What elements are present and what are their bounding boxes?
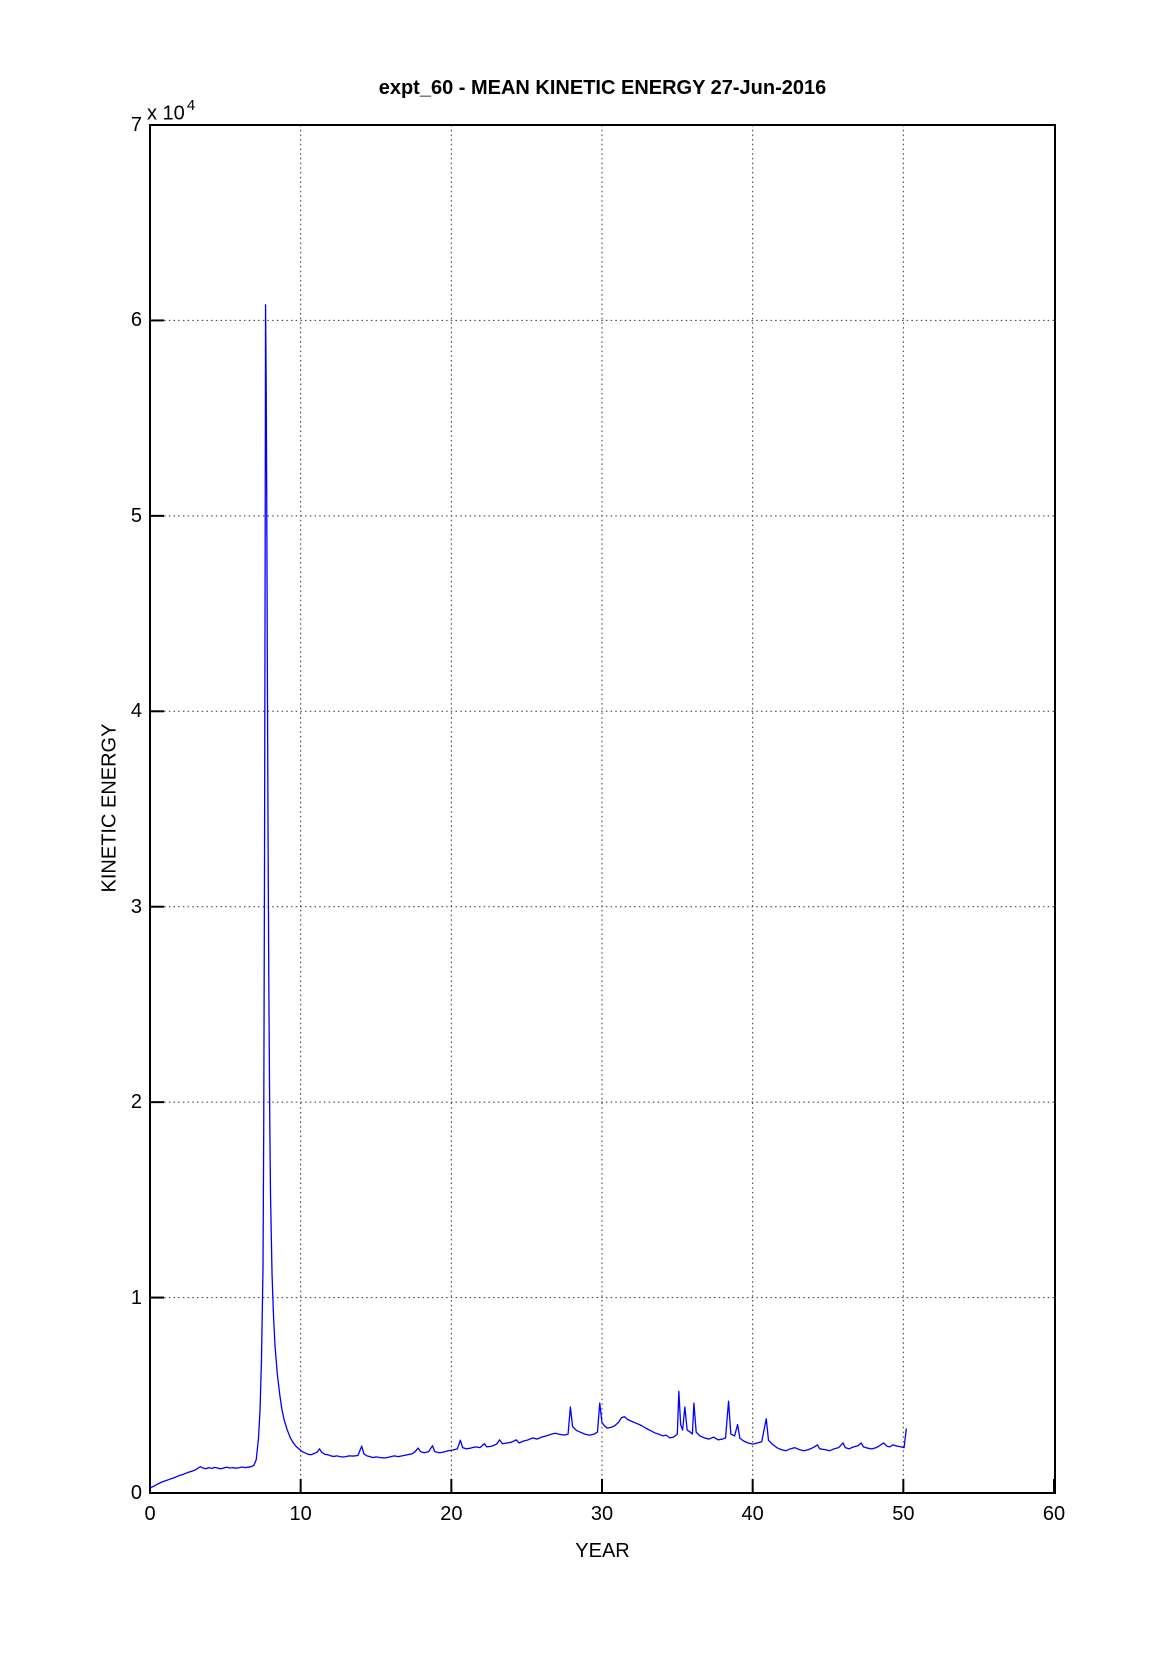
x-tick-label: 40 [741, 1503, 764, 1525]
x-tick-label: 30 [590, 1503, 614, 1525]
y-tick-label: 1 [130, 1286, 142, 1309]
gridlines [150, 125, 1054, 1493]
x-tick-label: 20 [440, 1503, 463, 1525]
x-tick-label: 50 [892, 1503, 915, 1525]
y-axis-label: KINETIC ENERGY [98, 723, 121, 893]
y-tick-label: 0 [130, 1482, 142, 1504]
axis-ticks [149, 124, 1055, 1494]
y-tick-label: 5 [130, 504, 142, 527]
y-tick-label: 7 [130, 114, 142, 136]
x-tick-label: 60 [1042, 1503, 1066, 1525]
kinetic-energy-line [149, 304, 907, 1489]
exponent-value: 4 [186, 97, 196, 114]
x-axis-label: YEAR [575, 1540, 630, 1562]
y-tick-label: 6 [130, 309, 142, 332]
y-tick-label: 4 [130, 700, 142, 723]
chart-title: expt_60 - MEAN KINETIC ENERGY 27-Jun-201… [378, 77, 827, 99]
y-axis-exponent-label: x 10 4 [147, 97, 196, 126]
exponent-base: x 10 [147, 102, 185, 125]
y-tick-label: 3 [130, 895, 142, 918]
x-tick-label: 0 [144, 1503, 156, 1525]
x-tick-label: 10 [289, 1503, 312, 1525]
plot-box [149, 124, 1056, 1494]
y-tick-label: 2 [130, 1091, 142, 1114]
